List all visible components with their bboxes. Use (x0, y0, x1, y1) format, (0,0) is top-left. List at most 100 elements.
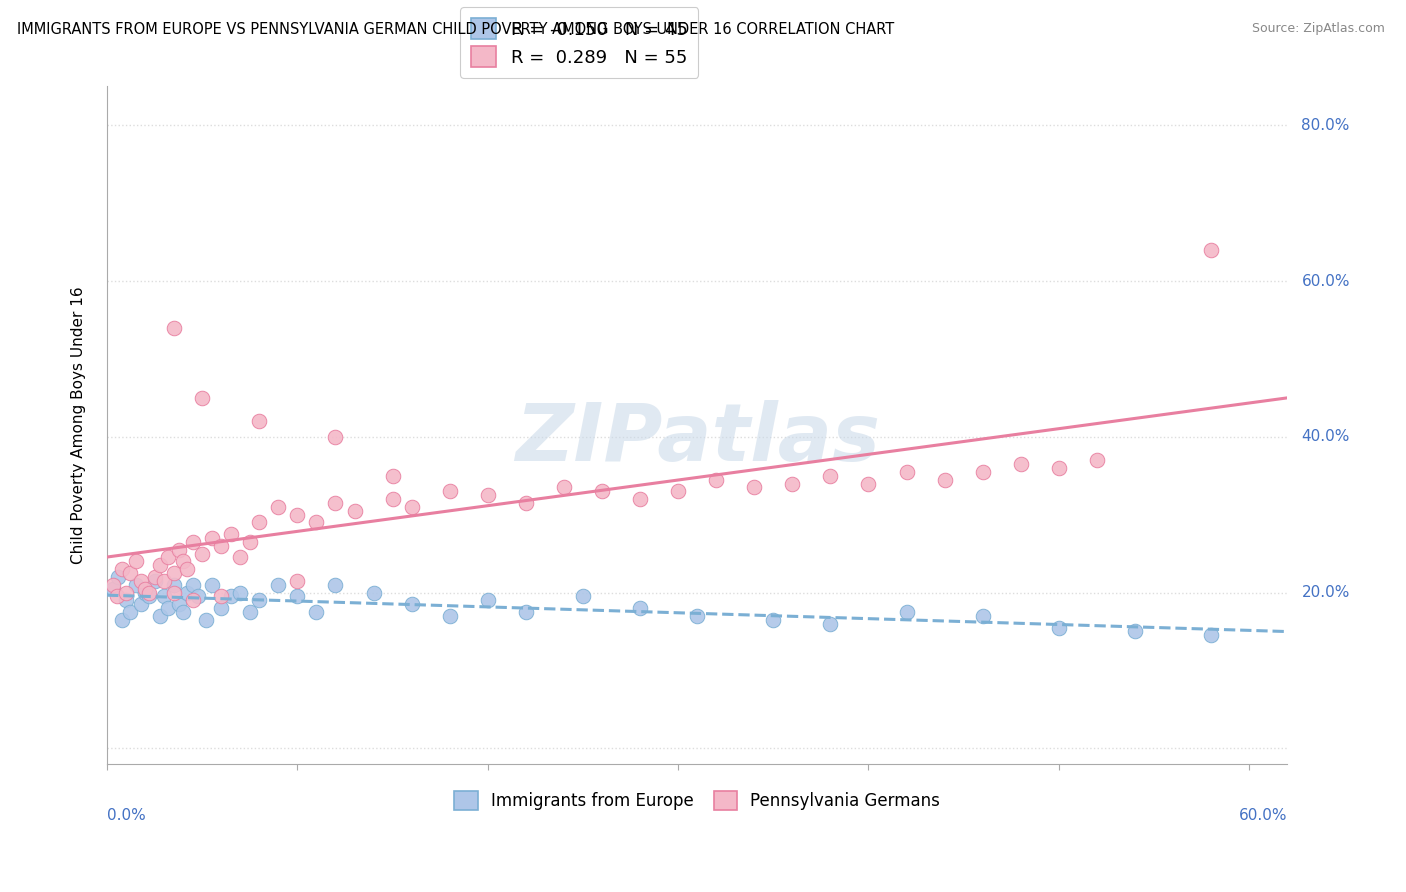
Point (124, 554, 146, 568)
Point (201, 578, 224, 592)
Point (229, 585, 252, 599)
Point (101, 578, 124, 592)
Point (169, 597, 191, 611)
Point (156, 601, 179, 615)
Point (111, 613, 134, 627)
Point (195, 613, 218, 627)
Point (477, 593, 499, 607)
Point (896, 465, 918, 479)
Point (381, 468, 404, 483)
Point (1199, 628, 1222, 642)
Point (138, 590, 160, 604)
Point (820, 616, 842, 631)
Point (477, 488, 499, 502)
Point (219, 527, 242, 541)
Text: IMMIGRANTS FROM EUROPE VS PENNSYLVANIA GERMAN CHILD POVERTY AMONG BOYS UNDER 16 : IMMIGRANTS FROM EUROPE VS PENNSYLVANIA G… (17, 22, 894, 37)
Point (176, 562, 198, 576)
Point (153, 590, 176, 604)
Point (325, 496, 347, 510)
Point (401, 500, 423, 514)
Point (229, 550, 252, 565)
Point (172, 605, 194, 619)
Point (247, 593, 270, 607)
Point (1047, 621, 1070, 635)
Point (305, 605, 328, 619)
Point (239, 605, 262, 619)
Point (163, 585, 186, 599)
Point (163, 578, 186, 592)
Point (515, 605, 537, 619)
Text: 20.0%: 20.0% (1302, 585, 1350, 600)
Point (149, 558, 172, 573)
Point (201, 531, 224, 545)
Point (118, 605, 141, 619)
Point (181, 578, 204, 592)
Y-axis label: Child Poverty Among Boys Under 16: Child Poverty Among Boys Under 16 (72, 286, 86, 564)
Point (143, 574, 166, 588)
Point (363, 585, 385, 599)
Point (1123, 624, 1146, 639)
Legend: Immigrants from Europe, Pennsylvania Germans: Immigrants from Europe, Pennsylvania Ger… (447, 784, 946, 816)
Point (343, 504, 366, 518)
Point (628, 492, 651, 507)
Point (239, 535, 262, 549)
Text: 60.0%: 60.0% (1302, 274, 1350, 288)
Point (134, 585, 156, 599)
Point (267, 578, 290, 592)
Point (666, 484, 689, 499)
Point (187, 590, 209, 604)
Point (247, 516, 270, 530)
Point (134, 582, 156, 596)
Point (107, 570, 129, 584)
Point (858, 476, 880, 491)
Point (591, 484, 613, 499)
Point (305, 516, 328, 530)
Point (149, 608, 172, 623)
Point (124, 578, 146, 592)
Point (553, 480, 575, 494)
Point (172, 554, 194, 568)
Point (381, 492, 404, 507)
Point (325, 430, 347, 444)
Text: 0.0%: 0.0% (107, 808, 146, 823)
Point (267, 500, 290, 514)
Point (181, 535, 204, 549)
Point (934, 473, 956, 487)
Point (896, 605, 918, 619)
Point (1010, 457, 1032, 471)
Point (209, 590, 232, 604)
Point (515, 496, 537, 510)
Text: 80.0%: 80.0% (1302, 118, 1350, 133)
Point (287, 574, 309, 588)
Point (628, 601, 651, 615)
Point (401, 597, 423, 611)
Point (153, 574, 176, 588)
Point (169, 542, 191, 557)
Point (325, 578, 347, 592)
Point (138, 585, 160, 599)
Point (131, 574, 153, 588)
Point (163, 320, 186, 334)
Point (115, 585, 138, 599)
Point (247, 414, 270, 428)
Point (1199, 243, 1222, 257)
Point (762, 613, 785, 627)
Point (143, 570, 166, 584)
Point (163, 566, 186, 580)
Point (209, 601, 232, 615)
Point (118, 566, 141, 580)
Point (782, 476, 804, 491)
Point (115, 593, 138, 607)
Point (105, 590, 128, 604)
Point (131, 597, 153, 611)
Text: 60.0%: 60.0% (1239, 808, 1288, 823)
Point (572, 590, 595, 604)
Point (181, 593, 204, 607)
Point (191, 391, 214, 405)
Point (287, 508, 309, 522)
Point (972, 465, 994, 479)
Point (111, 562, 134, 576)
Point (742, 480, 765, 494)
Text: Source: ZipAtlas.com: Source: ZipAtlas.com (1251, 22, 1385, 36)
Point (101, 582, 124, 596)
